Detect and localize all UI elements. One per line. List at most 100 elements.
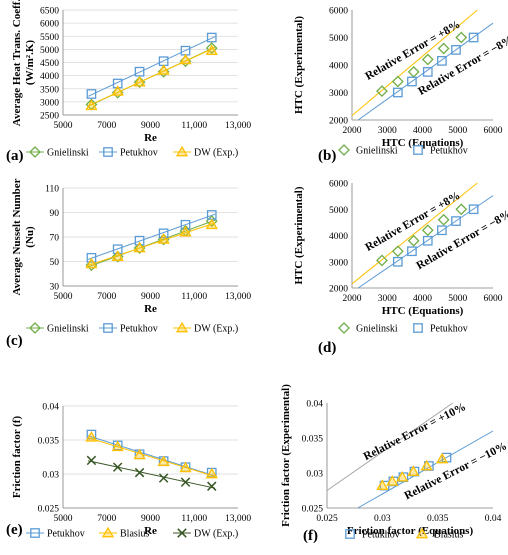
data-point (85, 430, 98, 442)
data-point (205, 467, 218, 479)
x-tick-label: 11,000 (181, 514, 207, 524)
y-tick-label: 0.04 (306, 400, 323, 410)
y-axis-label: HTC (Experimental) (293, 16, 305, 114)
data-point (451, 45, 461, 55)
y-tick-label: 6000 (40, 20, 59, 30)
data-point (421, 224, 434, 237)
y-axis-label: (W/m².K) (24, 40, 36, 85)
data-point (133, 241, 146, 253)
data-point (133, 448, 146, 460)
legend-label: DW (Exp.) (194, 529, 238, 540)
y-tick-label: 2500 (40, 112, 59, 122)
y-tick-label: 0.025 (38, 505, 60, 515)
y-tick-label: 5000 (329, 206, 348, 216)
lower-error-bound-line (357, 195, 494, 289)
data-point (421, 53, 434, 66)
y-tick-label: 5500 (40, 33, 59, 43)
panel-label: (a) (6, 148, 24, 164)
legend-label: Gnielinski (356, 324, 398, 335)
data-point (386, 475, 399, 486)
data-point (179, 461, 192, 473)
data-point (112, 78, 123, 89)
legend-label: Blasius (434, 530, 464, 541)
data-point (396, 470, 409, 482)
x-tick-label: 7000 (97, 121, 116, 131)
chart-panel-e: 5000 7000 9000 11,000 13,000 0.025 0.03 0.035 0.… (6, 403, 251, 540)
x-axis-label: Re (144, 132, 157, 144)
y-axis-label: HTC (Experimental) (293, 186, 305, 284)
legend-marker (177, 528, 187, 538)
x-tick-label: 7000 (97, 292, 116, 302)
trendline-dw-exp- (87, 222, 216, 266)
x-tick-label: 9000 (141, 121, 160, 131)
data-point (111, 85, 124, 96)
data-point (206, 32, 217, 43)
x-tick-label: 7000 (97, 514, 116, 524)
y-tick-label: 5000 (40, 46, 59, 56)
y-axis-label: Average Heat Trans. Coeff. (11, 0, 23, 126)
y-tick-label: 6000 (329, 180, 348, 190)
y-tick-label: 30 (50, 283, 60, 293)
x-axis-label: HTC (Equations) (382, 137, 464, 149)
trendline-dw-exp- (88, 460, 216, 489)
data-point (376, 254, 388, 267)
legend-marker (413, 145, 423, 155)
trendline-dw-exp- (87, 47, 216, 107)
data-point (407, 76, 417, 87)
data-point (180, 219, 191, 230)
y-tick-label: 4000 (329, 62, 348, 72)
data-point (391, 75, 404, 88)
legend-marker (30, 528, 40, 538)
y-tick-label: 90 (50, 209, 60, 219)
lower-error-bound-line (357, 22, 494, 121)
data-point (420, 459, 433, 471)
trendline-petukhov (88, 435, 216, 477)
data-point (407, 65, 420, 78)
x-tick-label: 5000 (54, 514, 73, 524)
y-tick-label: 0.04 (42, 403, 59, 413)
x-axis-label: Re (144, 525, 157, 537)
chart-panel-d: 2000 3000 4000 5000 6000 2000 3000 4000 5000 6000… (293, 180, 508, 357)
x-tick-label: 6000 (484, 294, 503, 304)
legend-marker (345, 529, 355, 539)
y-tick-label: 70 (50, 234, 60, 244)
legend-label: Petukhov (362, 530, 400, 541)
y-tick-label: 0.03 (42, 471, 59, 481)
x-tick-label: 0.03 (374, 514, 391, 524)
data-point (86, 455, 97, 466)
x-tick-label: 9000 (141, 514, 160, 524)
legend-label: Petukhov (430, 324, 468, 335)
data-point (435, 452, 449, 464)
data-point (158, 473, 169, 483)
y-tick-label: 6500 (40, 7, 59, 17)
x-axis-label: Friction factor (Equations) (347, 525, 474, 537)
x-tick-label: 4000 (413, 126, 432, 136)
x-tick-label: 5000 (54, 292, 73, 302)
data-point (111, 250, 124, 263)
data-point (437, 213, 450, 226)
chart-panel-a: 5000 7000 9000 11,000 13,000 2500 3000 3500 4000… (6, 0, 251, 164)
data-point (157, 64, 170, 75)
chart-panel-f: 0.025 0.03 0.035 0.04 0.025 0.03 0.035 0.04 Fric… (280, 384, 508, 544)
trendline-blasius (88, 437, 216, 477)
y-tick-label: 50 (50, 258, 60, 268)
x-tick-label: 11,000 (181, 292, 207, 302)
upper-error-bound-line (326, 402, 454, 491)
legend-label: DW (Exp.) (194, 148, 238, 159)
data-point (111, 250, 124, 261)
data-point (451, 216, 461, 226)
data-point (455, 31, 468, 44)
y-tick-label: 5000 (329, 34, 348, 44)
data-point (422, 67, 433, 77)
data-point (85, 99, 98, 111)
x-tick-label: 6000 (484, 126, 503, 136)
panel-label: (d) (318, 340, 336, 356)
x-tick-label: 2000 (343, 294, 362, 304)
y-axis-label: (Nu) (24, 226, 36, 248)
data-point (468, 204, 479, 215)
data-point (157, 233, 170, 244)
data-point (422, 235, 433, 246)
data-point (85, 257, 98, 269)
x-tick-label: 11,000 (181, 121, 207, 131)
panel-label: (e) (6, 522, 23, 538)
